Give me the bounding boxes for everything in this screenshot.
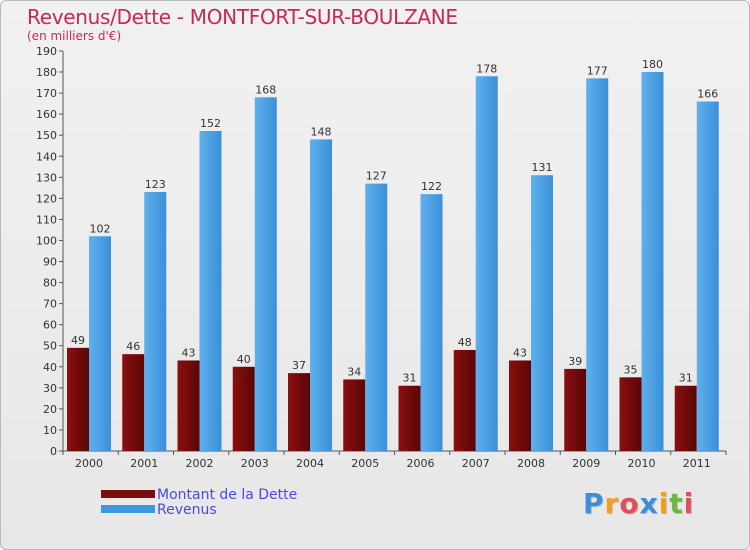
logo-letter-4: i bbox=[658, 487, 670, 520]
y-tick-label-120: 120 bbox=[36, 192, 57, 205]
bar-dette-2007 bbox=[453, 349, 476, 451]
x-tick-label-2008: 2008 bbox=[517, 457, 545, 470]
bar-dette-2009 bbox=[564, 368, 587, 451]
label-dette-2009: 39 bbox=[568, 355, 582, 368]
label-dette-2000: 49 bbox=[71, 334, 85, 347]
legend-label-revenus: Revenus bbox=[157, 502, 217, 518]
bar-dette-2004 bbox=[288, 373, 310, 451]
y-tick-label-140: 140 bbox=[36, 150, 57, 163]
label-dette-2002: 43 bbox=[182, 346, 196, 359]
legend-label-dette: Montant de la Dette bbox=[157, 487, 298, 503]
x-tick-label-2007: 2007 bbox=[462, 457, 490, 470]
label-dette-2003: 40 bbox=[237, 353, 251, 366]
label-revenus-2000: 102 bbox=[90, 222, 111, 235]
bar-dette-2003 bbox=[232, 366, 255, 451]
bar-revenus-2002 bbox=[199, 131, 222, 451]
y-tick-label-100: 100 bbox=[36, 234, 57, 247]
x-tick-label-2009: 2009 bbox=[572, 457, 600, 470]
label-revenus-2007: 178 bbox=[476, 62, 497, 75]
legend-swatch-dette bbox=[101, 490, 155, 498]
bar-revenus-2006 bbox=[420, 194, 443, 451]
bar-dette-2011 bbox=[674, 385, 697, 451]
bar-revenus-2010 bbox=[641, 72, 664, 451]
label-revenus-2004: 148 bbox=[311, 125, 332, 138]
bar-dette-2001 bbox=[122, 354, 145, 451]
y-tick-label-80: 80 bbox=[43, 277, 57, 290]
x-tick-label-2011: 2011 bbox=[683, 457, 711, 470]
label-dette-2010: 35 bbox=[624, 363, 638, 376]
label-dette-2008: 43 bbox=[513, 346, 527, 359]
y-tick-label-40: 40 bbox=[43, 361, 57, 374]
label-revenus-2009: 177 bbox=[587, 64, 608, 77]
x-tick-label-2005: 2005 bbox=[351, 457, 379, 470]
bar-dette-2000 bbox=[67, 347, 89, 451]
logo-letter-2: o bbox=[619, 487, 640, 520]
label-dette-2005: 34 bbox=[347, 365, 361, 378]
x-tick-label-2001: 2001 bbox=[130, 457, 158, 470]
y-tick-label-170: 170 bbox=[36, 87, 57, 100]
x-tick-label-2002: 2002 bbox=[186, 457, 214, 470]
bar-revenus-2004 bbox=[310, 139, 332, 451]
logo-letter-0: P bbox=[583, 487, 605, 520]
y-tick-label-0: 0 bbox=[50, 445, 57, 458]
bar-dette-2006 bbox=[398, 385, 421, 451]
x-tick-label-2010: 2010 bbox=[628, 457, 656, 470]
y-tick-label-150: 150 bbox=[36, 129, 57, 142]
label-dette-2007: 48 bbox=[458, 336, 472, 349]
label-revenus-2002: 152 bbox=[200, 117, 221, 130]
y-tick-label-10: 10 bbox=[43, 424, 57, 437]
logo-letter-1: r bbox=[604, 487, 620, 520]
label-revenus-2001: 123 bbox=[145, 178, 166, 191]
y-tick-label-90: 90 bbox=[43, 256, 57, 269]
bar-revenus-2005 bbox=[365, 183, 388, 451]
bar-revenus-2003 bbox=[254, 97, 277, 451]
y-tick-label-110: 110 bbox=[36, 213, 57, 226]
label-revenus-2006: 122 bbox=[421, 180, 442, 193]
y-tick-label-130: 130 bbox=[36, 171, 57, 184]
y-tick-label-70: 70 bbox=[43, 298, 57, 311]
x-tick-label-2006: 2006 bbox=[407, 457, 435, 470]
bar-revenus-2009 bbox=[586, 78, 609, 452]
label-dette-2001: 46 bbox=[126, 340, 140, 353]
label-revenus-2003: 168 bbox=[255, 83, 276, 96]
label-revenus-2005: 127 bbox=[366, 170, 387, 183]
bar-revenus-2011 bbox=[696, 101, 719, 452]
bar-dette-2008 bbox=[509, 360, 531, 451]
logo-letter-5: t bbox=[669, 487, 684, 520]
bar-revenus-2007 bbox=[475, 76, 498, 452]
chart-subtitle: (en milliers d'€) bbox=[27, 29, 122, 43]
label-dette-2006: 31 bbox=[403, 372, 417, 385]
label-dette-2011: 31 bbox=[679, 372, 693, 385]
y-tick-label-180: 180 bbox=[36, 66, 57, 79]
label-dette-2004: 37 bbox=[292, 359, 306, 372]
y-tick-label-30: 30 bbox=[43, 382, 57, 395]
logo-letter-6: i bbox=[683, 487, 695, 520]
bar-revenus-2000 bbox=[89, 236, 111, 451]
y-tick-label-60: 60 bbox=[43, 319, 57, 332]
proxiti-logo: Proxiti bbox=[583, 487, 694, 520]
bar-dette-2002 bbox=[177, 360, 200, 451]
legend-swatch-revenus bbox=[101, 505, 155, 513]
bar-dette-2010 bbox=[619, 377, 642, 451]
y-tick-label-20: 20 bbox=[43, 403, 57, 416]
label-revenus-2011: 166 bbox=[697, 88, 718, 101]
bar-dette-2005 bbox=[343, 379, 366, 451]
bar-revenus-2008 bbox=[531, 175, 553, 452]
x-tick-label-2004: 2004 bbox=[296, 457, 324, 470]
y-tick-label-160: 160 bbox=[36, 108, 57, 121]
y-tick-label-50: 50 bbox=[43, 340, 57, 353]
label-revenus-2008: 131 bbox=[532, 161, 553, 174]
bar-revenus-2001 bbox=[144, 192, 167, 452]
x-tick-label-2000: 2000 bbox=[75, 457, 103, 470]
x-tick-label-2003: 2003 bbox=[241, 457, 269, 470]
chart-title: Revenus/Dette - MONTFORT-SUR-BOULZANE bbox=[27, 5, 458, 29]
label-revenus-2010: 180 bbox=[642, 58, 663, 71]
y-tick-label-190: 190 bbox=[36, 45, 57, 58]
logo-letter-3: x bbox=[639, 487, 659, 520]
